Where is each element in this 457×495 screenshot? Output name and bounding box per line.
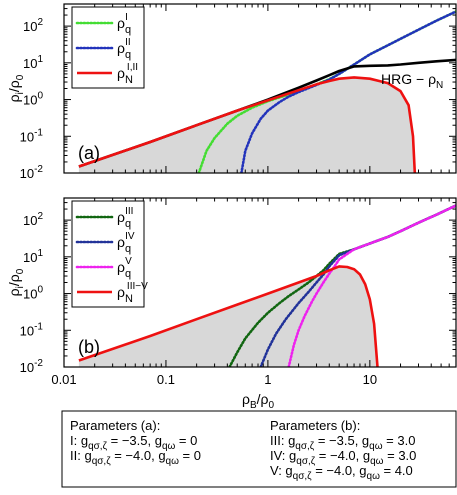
hrg-annotation: HRG − ρN [381, 71, 443, 91]
shaded-region [78, 266, 378, 367]
legend-label: ρqII [117, 37, 131, 61]
x-tick-label: 1 [264, 372, 271, 387]
y-tick-label: 10-2 [20, 358, 44, 375]
panel-label: (a) [78, 143, 100, 163]
parameters-box: Parameters (a):I: gqσ,ζ = −3.5, gqω = 0I… [61, 410, 457, 488]
y-tick-label: 100 [23, 91, 43, 108]
y-tick-label: 10-1 [20, 127, 44, 144]
params-frame [61, 410, 457, 488]
x-tick-label: 10 [363, 372, 377, 387]
series-line-N1 [78, 76, 417, 173]
x-tick-label: 0.01 [51, 372, 76, 387]
legend-box [71, 200, 145, 308]
params-line: I: gqσ,ζ = −3.5, gqω = 0 [70, 433, 197, 452]
y-tick-label: 101 [23, 54, 43, 71]
y-axis-label: ρi/ρ0 [6, 74, 26, 102]
legend-label: ρqIII [117, 206, 133, 230]
legend-label: ρqI [117, 12, 131, 36]
y-tick-label: 10-1 [20, 321, 44, 338]
legend-label: ρqIV [117, 231, 135, 255]
plot-area [78, 10, 456, 173]
y-tick-label: 100 [23, 285, 43, 302]
params-line: II: gqσ,ζ = −4.0, gqω = 0 [70, 448, 201, 467]
plot-area [78, 204, 456, 367]
x-axis-label-text: ρB/ρ0 [242, 391, 275, 411]
params-title: Parameters (a): [70, 418, 160, 433]
y-tick-label: 102 [23, 17, 43, 34]
params-line: V: gqσ,ζ = −4.0, gqω = 4.0 [270, 463, 413, 482]
shaded-region [78, 77, 415, 173]
x-axis-label: ρB/ρ0 [242, 391, 275, 411]
y-tick-label: 10-2 [20, 164, 44, 181]
y-axis-label: ρi/ρ0 [6, 268, 26, 296]
panel-a: 10-2 10-1 100 101 102 ρi/ρ0 (a) HRG − ρN ρqIρqII… [6, 3, 457, 181]
panel-b: 0.01 0.1 1 10 10-2 10-1 100 101 102 ρi/ρ0 (b) ρqIII… [6, 197, 457, 387]
x-tick-label: 0.1 [157, 372, 175, 387]
params-line: IV: gqσ,ζ = −4.0, gqω = 3.0 [270, 448, 416, 467]
y-tick-label: 102 [23, 211, 43, 228]
legend-label: ρNIII−V [117, 281, 148, 305]
params-title: Parameters (b): [270, 418, 360, 433]
legend-label: ρNI,II [117, 62, 138, 86]
params-line: III: gqσ,ζ = −3.5, gqω = 3.0 [270, 433, 415, 452]
series-line-N2 [78, 265, 379, 367]
legend-label: ρqV [117, 256, 132, 280]
series-line-q5 [287, 204, 456, 367]
panel-label: (b) [78, 337, 100, 357]
y-tick-label: 101 [23, 248, 43, 265]
